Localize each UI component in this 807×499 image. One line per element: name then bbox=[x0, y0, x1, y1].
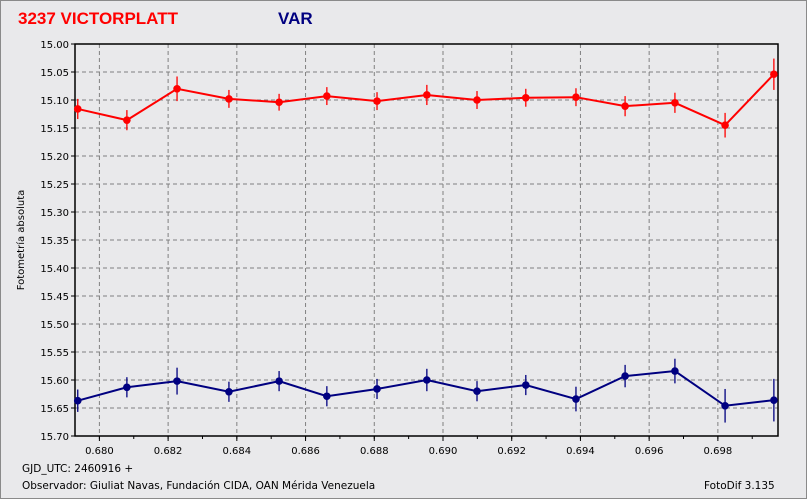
data-point bbox=[770, 396, 778, 404]
y-tick-label: 15.65 bbox=[40, 404, 69, 415]
y-axis-label: Fotometría absoluta bbox=[15, 190, 27, 291]
y-tick-label: 15.20 bbox=[40, 152, 69, 163]
y-tick-label: 15.15 bbox=[40, 124, 69, 135]
data-point bbox=[473, 96, 481, 104]
y-tick-label: 15.05 bbox=[40, 68, 69, 79]
data-point bbox=[123, 116, 131, 124]
x-tick-label: 0.698 bbox=[704, 446, 733, 457]
data-point bbox=[721, 121, 729, 129]
data-point bbox=[671, 99, 679, 107]
data-point bbox=[423, 376, 431, 384]
data-point bbox=[373, 385, 381, 393]
x-tick-label: 0.690 bbox=[429, 446, 458, 457]
x-tick-label: 0.680 bbox=[85, 446, 114, 457]
y-tick-label: 15.40 bbox=[40, 264, 69, 275]
data-point bbox=[123, 383, 131, 392]
x-tick-label: 0.686 bbox=[291, 446, 320, 457]
y-tick-label: 15.70 bbox=[40, 432, 69, 443]
y-tick-label: 15.45 bbox=[40, 292, 69, 303]
data-point bbox=[275, 377, 283, 385]
y-tick-label: 15.00 bbox=[40, 40, 69, 51]
data-point bbox=[373, 97, 381, 105]
series-line bbox=[77, 370, 774, 407]
x-tick-label: 0.682 bbox=[154, 446, 183, 457]
chart-title-var: VAR bbox=[278, 9, 313, 28]
data-point bbox=[323, 392, 331, 401]
x-tick-label: 0.694 bbox=[566, 446, 595, 457]
data-point bbox=[621, 372, 629, 380]
y-tick-label: 15.35 bbox=[40, 236, 69, 247]
data-point bbox=[521, 381, 530, 389]
y-tick-label: 15.60 bbox=[40, 376, 69, 387]
x-tick-label: 0.684 bbox=[223, 446, 252, 457]
y-tick-label: 15.10 bbox=[40, 96, 69, 107]
chart-title-star: 3237 VICTORPLATT bbox=[18, 9, 178, 28]
data-point bbox=[521, 93, 530, 102]
data-point bbox=[423, 91, 431, 99]
y-tick-label: 15.50 bbox=[40, 320, 69, 331]
data-point bbox=[473, 387, 481, 396]
data-point bbox=[173, 377, 181, 385]
y-tick-label: 15.25 bbox=[40, 180, 69, 191]
data-point bbox=[721, 401, 729, 410]
data-point bbox=[323, 92, 331, 100]
data-point bbox=[572, 395, 580, 403]
data-point bbox=[73, 105, 82, 113]
x-axis-label: GJD_UTC: 2460916 + bbox=[22, 463, 134, 475]
data-point bbox=[572, 93, 580, 101]
data-point bbox=[275, 98, 283, 107]
data-point bbox=[225, 387, 233, 396]
x-tick-label: 0.696 bbox=[635, 446, 664, 457]
y-tick-label: 15.55 bbox=[40, 348, 69, 359]
data-point bbox=[173, 85, 181, 93]
data-point bbox=[671, 367, 679, 375]
y-tick-label: 15.30 bbox=[40, 208, 69, 219]
data-point bbox=[621, 102, 629, 110]
x-tick-label: 0.692 bbox=[497, 446, 526, 457]
data-point bbox=[770, 70, 778, 79]
plot-area-border bbox=[74, 43, 779, 437]
observer-text: Observador: Giuliat Navas, Fundación CID… bbox=[22, 480, 376, 492]
data-point bbox=[225, 95, 233, 103]
software-version: FotoDif 3.135 bbox=[704, 480, 775, 492]
data-point bbox=[73, 396, 82, 405]
x-tick-label: 0.688 bbox=[360, 446, 389, 457]
